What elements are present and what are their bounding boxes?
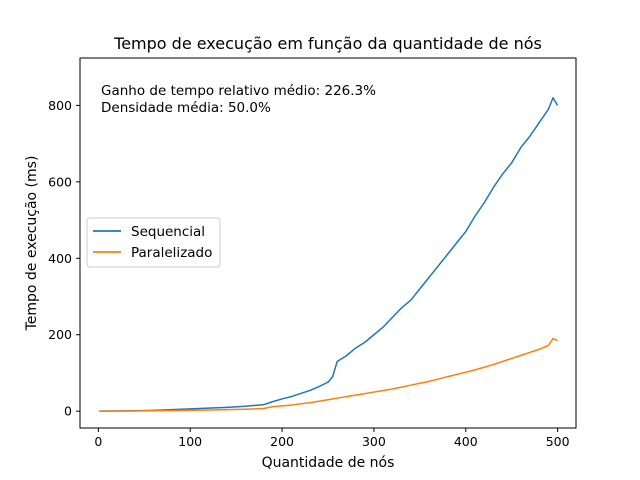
chart-title: Tempo de execução em função da quantidad… xyxy=(113,34,542,53)
annotation-relative-gain: Ganho de tempo relativo médio: 226.3% xyxy=(101,83,376,99)
series-line-sequencial xyxy=(99,97,559,412)
legend-label: Sequencial xyxy=(131,224,205,240)
x-tick-label: 200 xyxy=(270,434,294,449)
x-axis-label: Quantidade de nós xyxy=(262,455,395,471)
legend: Sequencial Paralelizado xyxy=(86,217,221,268)
x-tick-label: 500 xyxy=(546,434,570,449)
y-tick-label: 0 xyxy=(64,404,72,419)
y-tick-label: 400 xyxy=(48,251,72,266)
x-tick-label: 300 xyxy=(362,434,386,449)
y-tick-label: 800 xyxy=(48,98,72,113)
plot-frame xyxy=(79,57,577,429)
y-axis-label: Tempo de execução (ms) xyxy=(24,156,40,332)
y-axis: 0 200 400 600 800 xyxy=(48,98,80,419)
plot-area xyxy=(99,97,559,412)
y-tick-label: 600 xyxy=(48,174,72,189)
x-tick-label: 100 xyxy=(178,434,202,449)
series-line-paralelizado xyxy=(99,337,558,412)
legend-label: Paralelizado xyxy=(131,245,212,261)
y-tick-label: 200 xyxy=(48,327,72,342)
x-axis: 0 100 200 300 400 500 xyxy=(94,428,570,449)
x-tick-label: 400 xyxy=(454,434,478,449)
x-tick-label: 0 xyxy=(94,434,102,449)
annotation-mean-density: Densidade média: 50.0% xyxy=(101,100,271,116)
